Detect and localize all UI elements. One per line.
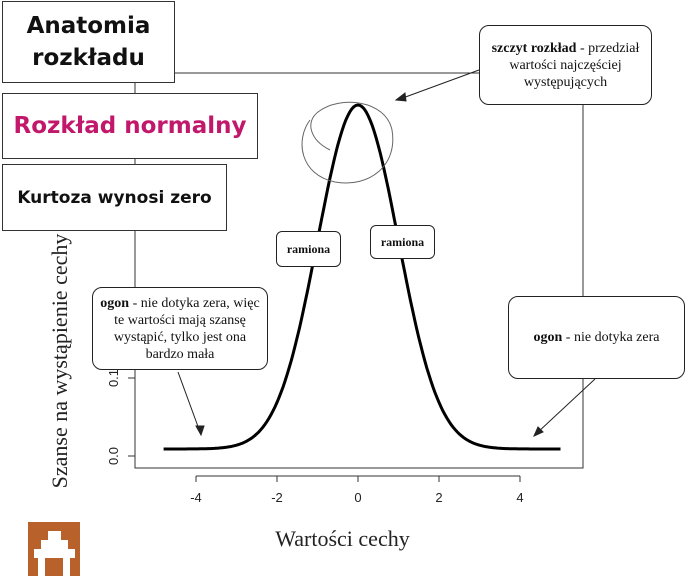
subtitle-panel: Rozkład normalny <box>2 93 258 159</box>
arrows <box>177 69 596 437</box>
shoulder-right-callout: ramiona <box>370 225 435 259</box>
arrow-tail-right <box>536 378 596 434</box>
peak-callout-title: szczyt rozkład <box>491 40 577 56</box>
page-title: Anatomia rozkładu <box>26 13 151 71</box>
x-axis-label: Wartości cechy <box>275 526 410 551</box>
x-tick-label: -2 <box>271 490 283 505</box>
x-tick-label: -4 <box>190 490 202 505</box>
tail-right-title: ogon <box>533 330 563 345</box>
arrow-tail-left <box>177 371 201 433</box>
y-axis: 0.0 0.1 <box>106 369 135 465</box>
x-tick-label: 4 <box>516 490 523 505</box>
shoulder-left-callout: ramiona <box>276 231 341 267</box>
peak-callout: szczyt rozkład - przedział wartości najc… <box>479 25 652 105</box>
tail-left-title: ogon <box>100 295 130 311</box>
distribution-name: Rozkład normalny <box>13 113 247 139</box>
plot-frame <box>134 72 584 469</box>
y-tick-label: 0.0 <box>106 447 121 465</box>
y-tick-label: 0.1 <box>106 369 121 387</box>
tail-left-callout: ogon - nie dotyka zera, więc te wartości… <box>92 287 268 370</box>
arrow-peak <box>399 69 480 100</box>
peak-callout-text: - przedział wartości najczęściej występu… <box>509 40 640 90</box>
kurtosis-panel: Kurtoza wynosi zero <box>2 164 227 231</box>
peak-scribble <box>301 101 394 184</box>
x-tick-label: 0 <box>354 490 361 505</box>
x-tick-label: 2 <box>435 490 442 505</box>
logo-icon <box>28 522 80 576</box>
kurtosis-text: Kurtoza wynosi zero <box>17 187 212 208</box>
x-axis: -4 -2 0 2 4 <box>190 475 524 505</box>
tail-right-callout: ogon - nie dotyka zera <box>508 296 685 379</box>
tail-left-text: - nie dotyka zera, więc te wartości mają… <box>113 295 260 362</box>
density-curve <box>163 103 561 451</box>
tail-right-text: - nie dotyka zera <box>562 330 660 345</box>
title-panel: Anatomia rozkładu <box>2 1 175 83</box>
